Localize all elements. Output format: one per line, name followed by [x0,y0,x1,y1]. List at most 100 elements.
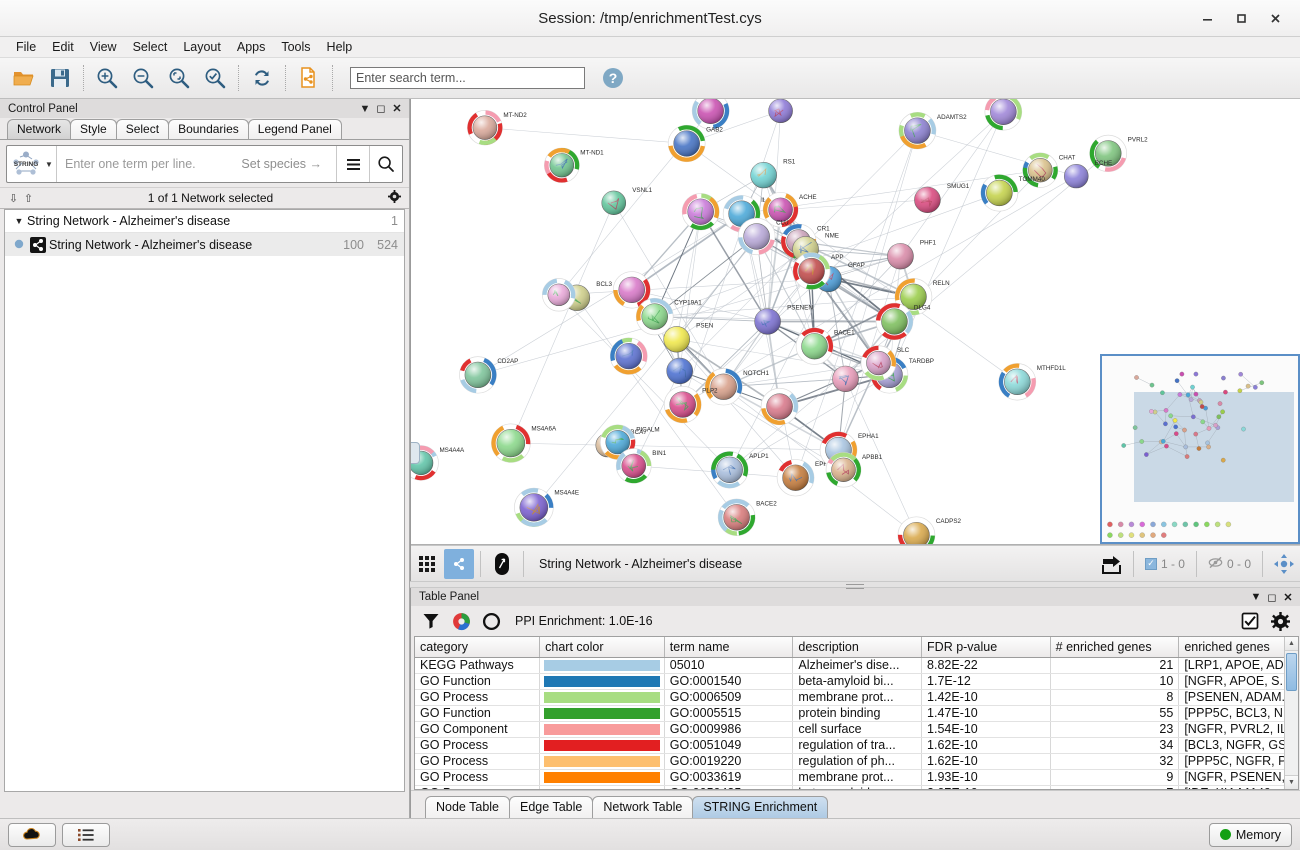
gear-icon[interactable] [385,190,403,206]
network-node[interactable]: MS4A6A [491,423,557,463]
network-node[interactable]: MT-ND1 [544,147,604,183]
network-node[interactable]: CADPS2 [897,516,962,544]
minimize-button[interactable] [1190,4,1224,34]
tab-edge-table[interactable]: Edge Table [509,796,594,818]
column-header-term-name[interactable]: term name [664,637,794,658]
annotation-icon[interactable] [487,549,517,579]
table-row[interactable]: GO Function GO:0001540 beta-amyloid bi... 1… [415,673,1298,690]
network-node[interactable]: SMUG1 [914,183,970,214]
chevron-down-icon[interactable]: ▼ [1250,591,1262,604]
enrichment-table[interactable]: category chart color term name descripti… [414,636,1299,790]
network-node[interactable]: PSEN [663,322,714,353]
network-node[interactable]: APBB1 [825,452,883,488]
refresh-icon[interactable] [244,61,280,95]
network-canvas[interactable]: MT-ND2 GAB2 ADAMTS2 PVRL2 MT-ND1 RS1 CHAT BCHE S… [411,99,1300,545]
table-row[interactable]: KEGG Pathways 05010 Alzheimer's dise... 8.8… [415,657,1298,674]
scroll-down-arrow-icon[interactable]: ▼ [1285,775,1298,789]
scrollbar-thumb[interactable] [1286,653,1297,692]
network-node[interactable]: BCHE [1063,160,1112,189]
menu-view[interactable]: View [89,40,117,54]
task-list-icon[interactable] [62,822,110,847]
column-header-chart-color[interactable]: chart color [539,637,665,658]
gear-icon[interactable] [1266,608,1294,634]
network-node[interactable] [760,387,799,426]
table-row[interactable]: GO Process GO:0006509 membrane prot... 1.42… [415,689,1298,706]
menu-edit[interactable]: Edit [52,40,74,54]
network-node[interactable] [984,99,1023,131]
zoom-fit-network-icon[interactable] [197,61,233,95]
network-node[interactable]: ACHE [762,192,817,228]
network-node[interactable] [609,337,648,375]
donut-ring-icon[interactable] [477,608,505,634]
zoom-in-icon[interactable] [89,61,125,95]
menu-select[interactable]: Select [132,40,168,54]
network-node[interactable]: CD2AP [459,356,518,394]
save-session-icon[interactable] [42,61,78,95]
export-image-icon[interactable] [1097,549,1127,579]
zoom-out-icon[interactable] [125,61,161,95]
network-node[interactable]: ADAMTS2 [898,112,967,150]
network-node[interactable]: VSNL1 [601,187,653,215]
memory-button[interactable]: Memory [1208,822,1292,847]
network-node[interactable] [691,99,730,130]
table-row[interactable]: GO Process GO:0033619 membrane prot... 1.93… [415,769,1298,786]
table-row[interactable]: GO Process GO:0051049 regulation of tra...… [415,737,1298,754]
network-node[interactable]: DLG4 [875,302,931,341]
table-row[interactable]: GO Process GO:0050435beta-amyloid m...2.0… [415,785,1298,789]
table-scroll-area[interactable]: category chart color term name descripti… [415,637,1298,789]
open-session-icon[interactable] [6,61,42,95]
float-icon[interactable]: ◻ [376,103,386,115]
chevron-down-icon[interactable]: ▼ [359,102,371,115]
network-tree-group[interactable]: ▼ String Network - Alzheimer's disease 1 [5,210,404,233]
hidden-nodes-count[interactable]: 0 - 0 [1202,556,1257,572]
hamburger-icon[interactable] [336,146,369,182]
menu-help[interactable]: Help [326,40,353,54]
table-row[interactable]: GO Component GO:0009986 cell surface 1.54E-… [415,721,1298,738]
network-node[interactable]: PSENEN [754,305,813,335]
menu-apps[interactable]: Apps [236,40,266,54]
string-species-dropdown-caret[interactable]: ▼ [45,146,57,182]
funnel-filter-icon[interactable] [417,608,445,634]
navigator-icon[interactable] [1269,549,1299,579]
menu-tools[interactable]: Tools [281,40,311,54]
chevron-double-down-icon[interactable]: ⇩ [8,192,19,205]
network-node[interactable]: PHF1 [887,239,937,270]
grid-layout-icon[interactable] [412,549,442,579]
tab-style[interactable]: Style [70,119,117,139]
tab-legend-panel[interactable]: Legend Panel [247,119,342,139]
network-node[interactable]: TOMM40 [980,174,1046,212]
network-node[interactable]: GAB2 [667,124,723,163]
column-header-description[interactable]: description [792,637,923,658]
float-icon[interactable]: ◻ [1267,591,1277,604]
string-term-input[interactable] [57,146,242,182]
tree-expand-arrow-icon[interactable]: ▼ [14,216,24,226]
network-node[interactable]: MS4A4E [514,487,579,528]
network-node[interactable] [768,99,793,124]
network-node[interactable]: CHAT [1022,152,1076,188]
chevron-double-up-icon[interactable]: ⇧ [23,192,34,205]
column-header-category[interactable]: category [415,637,541,658]
network-tree[interactable]: ▼ String Network - Alzheimer's disease 1 [4,209,405,792]
close-icon[interactable]: ✕ [392,103,402,115]
panel-expand-handle[interactable] [411,442,420,464]
network-tree-item[interactable]: String Network - Alzheimer's disease 100… [5,233,404,256]
tab-node-table[interactable]: Node Table [425,796,511,818]
network-overview-minimap[interactable] [1100,354,1300,544]
tab-string-enrichment[interactable]: STRING Enrichment [692,796,829,818]
column-header-enriched-count[interactable]: # enriched genes [1050,637,1180,658]
export-network-icon[interactable] [291,61,327,95]
table-row[interactable]: GO Process GO:0019220 regulation of ph... 1… [415,753,1298,770]
network-node[interactable]: BACE2 [717,498,777,536]
close-icon[interactable]: ✕ [1283,591,1293,604]
magnifier-icon[interactable] [369,146,402,182]
menu-layout[interactable]: Layout [183,40,221,54]
network-node[interactable] [666,357,693,385]
network-node[interactable]: MT-ND2 [467,110,527,146]
question-mark-icon[interactable]: ? [599,64,627,92]
network-node[interactable]: NOTCH1 [704,368,769,406]
minimap-viewport-rect[interactable] [1134,392,1294,502]
network-node[interactable]: CLU [737,217,789,256]
column-header-enriched-genes[interactable]: enriched genes [1178,637,1298,658]
network-node[interactable]: APLP1 [710,451,769,489]
zoom-fit-selected-icon[interactable] [161,61,197,95]
